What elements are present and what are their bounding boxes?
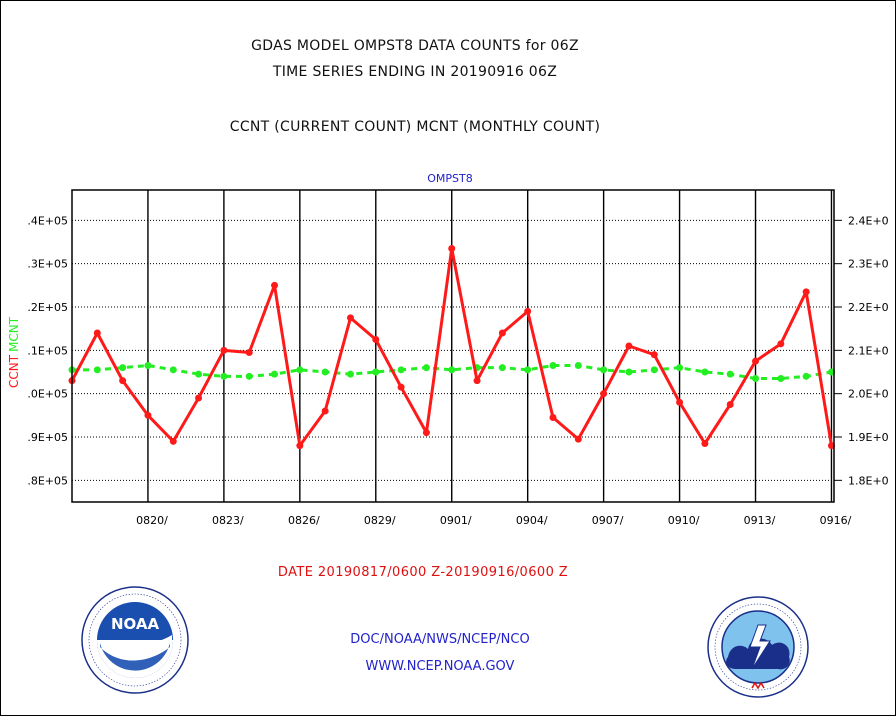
y-tick-label-left: .9E+05 [27,431,68,444]
date-range-label: DATE 20190817/0600 Z-20190916/0600 Z [277,565,569,580]
ccnt-data-point [802,288,810,296]
mcnt-data-point [397,366,405,374]
ccnt-data-point [220,346,228,354]
y-tick-label-left: .3E+05 [27,258,68,271]
mcnt-data-point [169,366,177,374]
chart-title: GDAS MODEL OMPST8 DATA COUNTS for 06Z [251,38,579,54]
ccnt-data-point [93,329,101,337]
ccnt-data-point [676,398,684,406]
ccnt-data-point [473,377,481,385]
mcnt-data-point [448,366,456,374]
y-tick-label-left: .4E+05 [27,214,68,227]
ccnt-data-point [397,383,405,391]
x-tick-label: 0904/ [516,514,548,527]
footer-org-label: DOC/NOAA/NWS/NCEP/NCO [350,632,530,647]
mcnt-data-point [600,366,608,374]
mcnt-data-point [524,366,532,374]
ccnt-data-point [777,340,785,348]
plot-label: OMPST8 [427,172,473,185]
mcnt-data-point [752,375,760,382]
ccnt-data-point [271,281,279,289]
y-tick-label-left: .1E+05 [27,344,68,357]
y-axis-label-ccnt: CCNT [7,354,21,388]
y-axis-series-label: CCNT MCNT [7,316,21,388]
ccnt-data-point [372,336,380,343]
y-tick-label-left: .2E+05 [27,301,68,314]
ccnt-data-point [346,314,354,322]
mcnt-data-point [574,362,582,369]
mcnt-data-point [802,372,810,380]
mcnt-data-point [346,370,354,378]
footer-url-label: WWW.NCEP.NOAA.GOV [365,659,515,674]
x-tick-label: 0823/ [212,514,244,527]
y-tick-label-right: 2.1E+0 [848,344,889,357]
mcnt-data-point [271,370,279,378]
ccnt-data-point [752,357,760,365]
mcnt-data-point [119,364,127,372]
y-tick-label-left: .8E+05 [27,474,68,487]
plot-frame [71,189,835,503]
nws-logo [707,596,809,698]
x-tick-label: 0829/ [364,514,396,527]
mcnt-data-point [701,368,709,376]
mcnt-data-point [144,362,152,369]
ccnt-data-point [600,390,608,398]
ccnt-data-point [701,440,709,447]
mcnt-data-point [245,372,253,380]
mcnt-data-point [498,364,506,372]
ccnt-data-point [650,351,658,359]
mcnt-data-point [549,362,557,369]
noaa-logo-text: NOAA [111,615,160,633]
y-tick-label-right: 1.9E+0 [848,431,889,444]
y-tick-label-right: 2.4E+0 [848,214,889,227]
ccnt-data-point [119,377,127,385]
noaa-logo: NOAA [81,586,189,694]
y-tick-label-left: .0E+05 [27,388,68,401]
mcnt-data-point [625,368,633,376]
ccnt-data-point [321,407,329,415]
mcnt-data-point [827,368,835,376]
mcnt-data-point [422,364,430,372]
y-tick-label-right: 2.0E+0 [848,388,889,401]
mcnt-data-point [777,375,785,382]
ccnt-data-point [448,245,456,252]
mcnt-data-point [321,368,329,376]
ccnt-data-point [195,394,203,402]
ccnt-data-point [144,411,152,419]
x-tick-label: 0820/ [136,514,168,527]
mcnt-data-point [296,366,304,374]
chart-series-description: CCNT (CURRENT COUNT) MCNT (MONTHLY COUNT… [229,119,601,135]
ccnt-data-point [524,307,532,315]
mcnt-data-point [676,364,684,372]
mcnt-data-point [372,368,380,376]
ccnt-data-point [625,342,633,350]
ccnt-data-point [422,429,430,437]
ccnt-data-point [549,414,557,421]
y-tick-label-right: 1.8E+0 [848,474,889,487]
mcnt-data-point [220,372,228,380]
ccnt-data-point [726,401,734,408]
ccnt-data-point [498,329,506,337]
y-axis-label-mcnt: MCNT [7,316,21,352]
mcnt-data-point [93,366,101,374]
ccnt-data-point [296,442,304,450]
ccnt-data-point [827,442,835,450]
x-tick-label: 0910/ [668,514,700,527]
x-tick-label: 0907/ [592,514,624,527]
y-tick-label-right: 2.3E+0 [848,258,889,271]
x-tick-label: 0916/ [820,514,852,527]
chart-subtitle: TIME SERIES ENDING IN 20190916 06Z [272,64,558,80]
y-tick-label-right: 2.2E+0 [848,301,889,314]
ccnt-data-point [169,437,177,445]
x-tick-label: 0901/ [440,514,472,527]
mcnt-data-point [650,366,658,374]
x-tick-label: 0913/ [744,514,776,527]
x-tick-label: 0826/ [288,514,320,527]
ccnt-data-point [245,349,253,356]
ccnt-data-point [574,435,582,443]
mcnt-data-point [195,370,203,378]
mcnt-data-point [726,370,734,378]
